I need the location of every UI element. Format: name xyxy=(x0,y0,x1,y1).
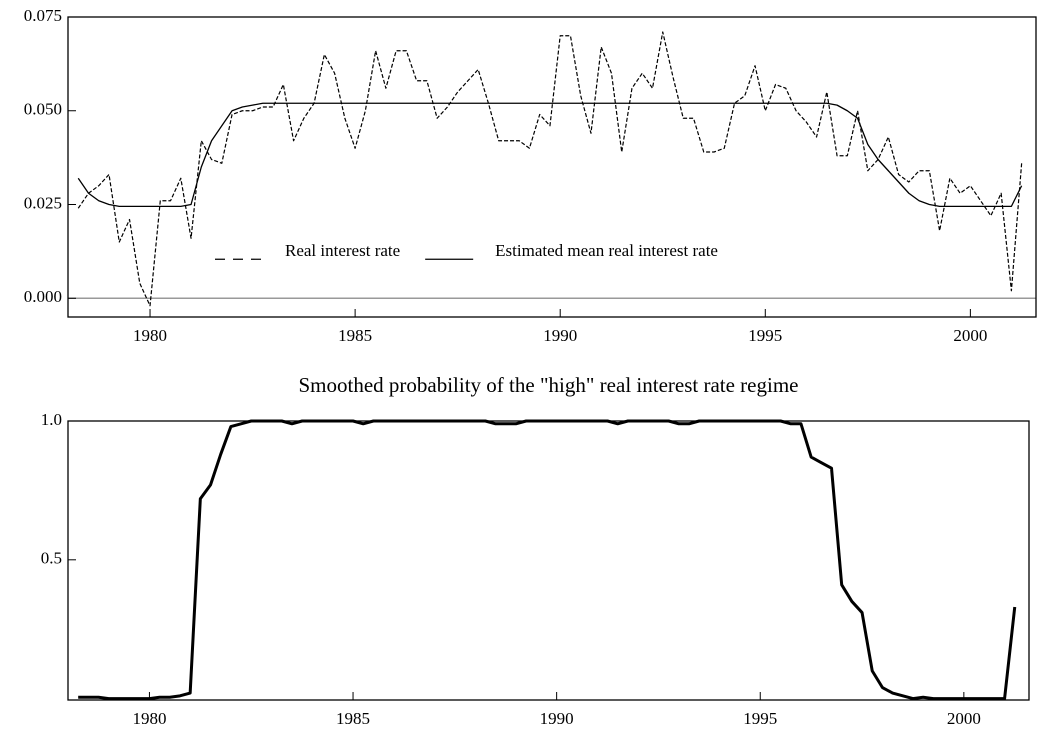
x-tick-label: 1980 xyxy=(132,709,166,728)
series-line xyxy=(77,31,1023,307)
x-tick-label: 1985 xyxy=(336,709,370,728)
y-tick-label: 0.050 xyxy=(24,100,62,119)
x-tick-label: 2000 xyxy=(947,709,981,728)
x-tick-label: 1995 xyxy=(743,709,777,728)
series-line xyxy=(78,419,1017,701)
x-tick-label: 1980 xyxy=(133,326,167,345)
legend-label: Estimated mean real interest rate xyxy=(495,241,718,260)
x-tick-label: 1985 xyxy=(338,326,372,345)
x-tick-label: 1995 xyxy=(748,326,782,345)
x-tick-label: 1990 xyxy=(540,709,574,728)
chart-title: Smoothed probability of the "high" real … xyxy=(298,373,798,397)
x-tick-label: 2000 xyxy=(953,326,987,345)
plot-frame xyxy=(67,420,1030,701)
y-tick-label: 0.000 xyxy=(24,287,62,306)
y-tick-label: 0.5 xyxy=(41,549,62,568)
series-line xyxy=(77,102,1023,208)
legend-label: Real interest rate xyxy=(285,241,400,260)
plot-frame xyxy=(67,16,1037,318)
y-tick-label: 0.025 xyxy=(24,193,62,212)
x-tick-label: 1990 xyxy=(543,326,577,345)
y-tick-label: 0.075 xyxy=(24,6,62,25)
y-tick-label: 1.0 xyxy=(41,410,62,429)
